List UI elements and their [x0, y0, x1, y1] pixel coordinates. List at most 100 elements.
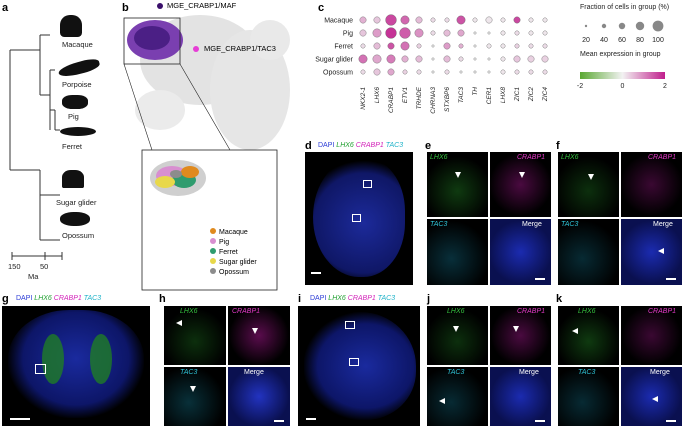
dot-mark — [415, 55, 423, 63]
dot-mark — [385, 27, 397, 39]
gene-label: CHRNA3 — [430, 87, 437, 114]
roi-box-e — [352, 214, 361, 222]
dot-mark — [400, 41, 410, 51]
size-legend-value: 60 — [618, 37, 626, 44]
channel-merge — [490, 219, 551, 285]
channel-tac3 — [164, 367, 226, 426]
dot-mark — [373, 68, 381, 76]
color-legend-tick: -2 — [577, 83, 583, 90]
species-label-opossum: Opossum — [62, 231, 95, 240]
panel-label-f: f — [556, 140, 560, 152]
scale-tick-150: 150 — [8, 262, 21, 271]
arrowhead-icon — [588, 174, 594, 180]
dot-plot: Macaque Pig Ferret Sugar glider Opossum NKX2-… — [315, 4, 669, 114]
microscopy-section-g — [2, 306, 150, 426]
umap-legend-item: Ferret — [210, 248, 257, 258]
label-lhx6: LHX6 — [180, 308, 198, 315]
label-crabp1: CRABP1 — [232, 308, 261, 315]
dot-mark — [459, 70, 463, 74]
dot-mark — [487, 57, 491, 61]
scale-unit: Ma — [28, 272, 39, 281]
arrowhead-icon — [439, 398, 445, 404]
species-label-macaque: Macaque — [62, 40, 93, 49]
dot-mark — [541, 55, 549, 63]
umap-label-crabp1-tac3: MGE_CRABP1/TAC3 — [204, 44, 276, 53]
species-label-porpoise: Porpoise — [62, 80, 92, 89]
panel-label-k: k — [556, 293, 563, 305]
channel-tac3 — [558, 367, 619, 426]
dot-mark — [500, 43, 506, 49]
dot-mark — [513, 55, 521, 63]
arrowhead-icon — [658, 248, 664, 254]
channel-lhx6 — [427, 152, 488, 217]
size-legend-value: 100 — [652, 37, 664, 44]
channel-lhx6 — [164, 306, 226, 365]
dot-mark — [430, 17, 436, 23]
lhx6-band — [90, 334, 112, 384]
dot-mark — [431, 44, 435, 48]
dot-mark — [473, 57, 477, 61]
dot-mark — [399, 27, 411, 39]
dot-mark — [444, 69, 450, 75]
label-merge: Merge — [519, 369, 539, 376]
legend-dot-icon — [210, 258, 216, 264]
dot-mark — [386, 54, 396, 64]
row-label: Pig — [343, 31, 353, 38]
panel-label-c: c — [318, 2, 325, 14]
scale-bar — [306, 418, 316, 420]
channel-crabp1 — [490, 152, 551, 217]
microscopy-grid-f: LHX6 CRABP1 TAC3 Merge — [558, 152, 682, 285]
stain-legend-d: DAPI LHX6 CRABP1 TAC3 — [318, 142, 404, 149]
dot-mark — [458, 56, 464, 62]
tissue-section — [304, 312, 416, 420]
arrowhead-icon — [652, 396, 658, 402]
gene-label: ZIC2 — [528, 87, 535, 102]
tissue-section — [8, 310, 144, 418]
channel-merge — [621, 219, 682, 285]
label-crabp1: CRABP1 — [648, 308, 677, 315]
arrowhead-icon — [176, 320, 182, 326]
gene-label: STXBP6 — [444, 87, 451, 112]
channel-lhx6 — [427, 306, 488, 365]
dot-mark — [500, 17, 506, 23]
color-legend-bar — [580, 72, 665, 79]
umap-legend-item: Opossum — [210, 268, 257, 278]
umap-legend-item: Macaque — [210, 228, 257, 238]
dot-mark — [387, 68, 395, 76]
dot-mark — [373, 42, 381, 50]
dot-mark — [528, 43, 534, 49]
scale-bar — [10, 418, 30, 420]
dot-mark — [443, 29, 451, 37]
legend-dot-icon — [210, 248, 216, 254]
stain-legend-i: DAPI LHX6 CRABP1 TAC3 — [310, 295, 396, 302]
label-merge: Merge — [244, 369, 264, 376]
microscopy-section-i — [298, 306, 420, 426]
size-legend-value: 40 — [600, 37, 608, 44]
label-merge: Merge — [522, 221, 542, 228]
dot-mark — [542, 69, 548, 75]
animal-opossum-icon — [60, 212, 90, 226]
dot-mark — [500, 30, 506, 36]
dot-mark — [372, 28, 382, 38]
label-lhx6: LHX6 — [447, 308, 465, 315]
channel-merge — [228, 367, 290, 426]
panel-label-j: j — [427, 293, 431, 305]
umap-legend: Macaque Pig Ferret Sugar glider Opossum — [210, 228, 257, 278]
umap-legend-item: Pig — [210, 238, 257, 248]
label-tac3: TAC3 — [561, 221, 579, 228]
channel-crabp1 — [228, 306, 290, 365]
size-legend-dot — [652, 20, 664, 32]
dot-mark — [472, 17, 478, 23]
channel-merge — [621, 367, 682, 426]
dot-mark — [500, 56, 506, 62]
label-crabp1: CRABP1 — [648, 154, 677, 161]
size-legend-title: Fraction of cells in group (%) — [580, 4, 669, 11]
dot-mark — [487, 31, 491, 35]
channel-crabp1 — [490, 306, 551, 365]
tissue-section — [313, 157, 405, 277]
scale-bar — [535, 278, 545, 280]
panel-label-d: d — [305, 140, 312, 152]
arrowhead-icon — [455, 172, 461, 178]
dot-mark — [431, 70, 435, 74]
animal-macaque-icon — [60, 15, 82, 37]
